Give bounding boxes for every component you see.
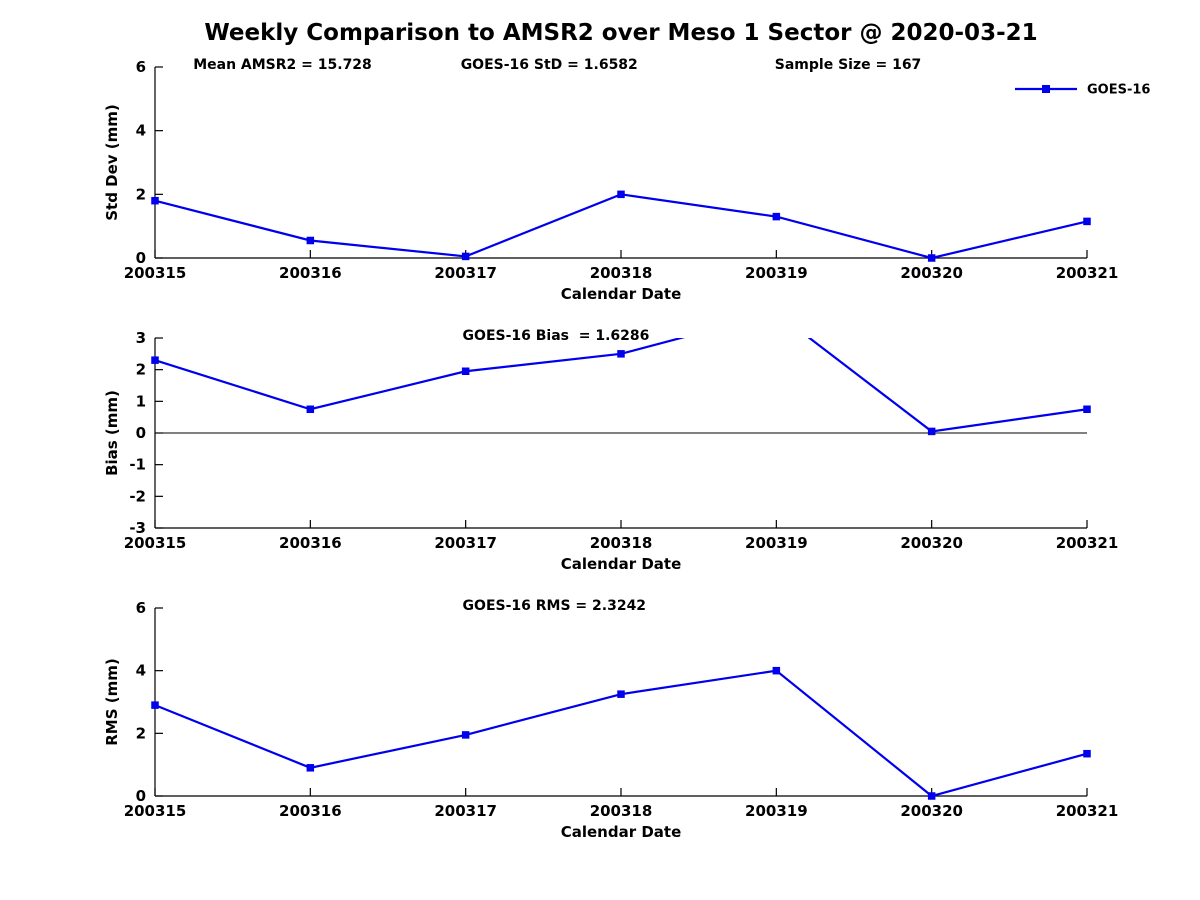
x-tick-label: 200315 bbox=[124, 264, 187, 282]
y-axis-title: RMS (mm) bbox=[103, 658, 121, 745]
y-tick-label: 0 bbox=[136, 787, 146, 805]
y-tick-label: 2 bbox=[136, 724, 146, 742]
data-point-marker bbox=[927, 254, 936, 262]
x-tick-label: 200321 bbox=[1056, 802, 1119, 820]
x-tick-label: 200317 bbox=[434, 264, 497, 282]
data-point-marker bbox=[617, 690, 625, 698]
x-tick-label: 200321 bbox=[1056, 264, 1119, 282]
x-tick-label: 200317 bbox=[434, 802, 497, 820]
data-point-marker bbox=[1083, 217, 1091, 226]
y-tick-label: 0 bbox=[136, 424, 146, 442]
x-tick-label: 200317 bbox=[434, 534, 497, 552]
x-tick-label: 200320 bbox=[900, 802, 963, 820]
series-group bbox=[151, 190, 1091, 262]
annotation-text: Mean AMSR2 = 15.728 bbox=[193, 57, 372, 73]
legend-marker-icon bbox=[1042, 85, 1050, 93]
data-point-marker bbox=[306, 405, 315, 413]
data-point-marker bbox=[773, 309, 781, 317]
x-tick-label: 200316 bbox=[279, 264, 342, 282]
data-point-marker bbox=[151, 196, 159, 205]
y-tick-label: -2 bbox=[129, 487, 146, 505]
y-tick-label: 2 bbox=[136, 185, 146, 203]
y-tick-label: 6 bbox=[136, 58, 146, 76]
data-point-marker bbox=[461, 252, 470, 261]
y-tick-label: -3 bbox=[129, 519, 146, 537]
x-tick-label: 200315 bbox=[124, 802, 187, 820]
annotation-text: GOES-16 RMS = 2.3242 bbox=[463, 598, 647, 614]
x-tick-label: 200315 bbox=[124, 534, 187, 552]
series-line bbox=[154, 669, 1088, 798]
data-point-marker bbox=[617, 350, 625, 358]
annotation-text: GOES-16 StD = 1.6582 bbox=[461, 57, 638, 73]
x-tick-label: 200320 bbox=[900, 534, 963, 552]
x-tick-label: 200319 bbox=[745, 264, 808, 282]
y-tick-label: 6 bbox=[136, 599, 146, 617]
data-point-marker bbox=[151, 701, 159, 709]
data-point-marker bbox=[927, 427, 936, 436]
y-axis-title: Bias (mm) bbox=[103, 390, 121, 476]
data-point-marker bbox=[151, 356, 159, 364]
x-tick-label: 200319 bbox=[745, 534, 808, 552]
x-axis-title: Calendar Date bbox=[561, 555, 682, 573]
x-tick-label: 200318 bbox=[590, 264, 653, 282]
x-axis-title: Calendar Date bbox=[561, 823, 682, 841]
annotation-text: Sample Size = 167 bbox=[775, 57, 922, 73]
data-point-marker bbox=[306, 236, 315, 245]
y-tick-label: 2 bbox=[136, 361, 146, 379]
data-point-marker bbox=[1083, 749, 1091, 758]
x-axis-title: Calendar Date bbox=[561, 285, 682, 303]
data-point-marker bbox=[927, 792, 936, 800]
y-tick-label: 0 bbox=[136, 249, 146, 267]
annotation-text: GOES-16 Bias = 1.6286 bbox=[463, 328, 650, 344]
figure-title: Weekly Comparison to AMSR2 over Meso 1 S… bbox=[204, 20, 1038, 46]
x-tick-label: 200316 bbox=[279, 534, 342, 552]
y-tick-label: 4 bbox=[136, 122, 146, 140]
data-point-marker bbox=[772, 666, 781, 675]
legend-label: GOES-16 bbox=[1087, 83, 1150, 98]
x-tick-label: 200320 bbox=[900, 264, 963, 282]
y-tick-label: 3 bbox=[136, 329, 146, 347]
data-point-marker bbox=[306, 764, 315, 772]
x-tick-label: 200318 bbox=[590, 802, 653, 820]
series-group bbox=[151, 666, 1091, 800]
series-line bbox=[154, 193, 1088, 260]
data-point-marker bbox=[461, 367, 470, 375]
x-tick-label: 200318 bbox=[590, 534, 653, 552]
data-point-marker bbox=[461, 731, 470, 739]
data-point-marker bbox=[617, 190, 625, 199]
y-tick-label: -1 bbox=[129, 456, 146, 474]
y-tick-label: 4 bbox=[136, 662, 146, 680]
y-axis-title: Std Dev (mm) bbox=[103, 104, 121, 221]
x-tick-label: 200319 bbox=[745, 802, 808, 820]
x-tick-label: 200316 bbox=[279, 802, 342, 820]
x-tick-label: 200321 bbox=[1056, 534, 1119, 552]
series-group bbox=[151, 309, 1091, 436]
data-point-marker bbox=[772, 212, 781, 221]
y-tick-label: 1 bbox=[136, 392, 146, 410]
data-point-marker bbox=[1083, 405, 1091, 413]
